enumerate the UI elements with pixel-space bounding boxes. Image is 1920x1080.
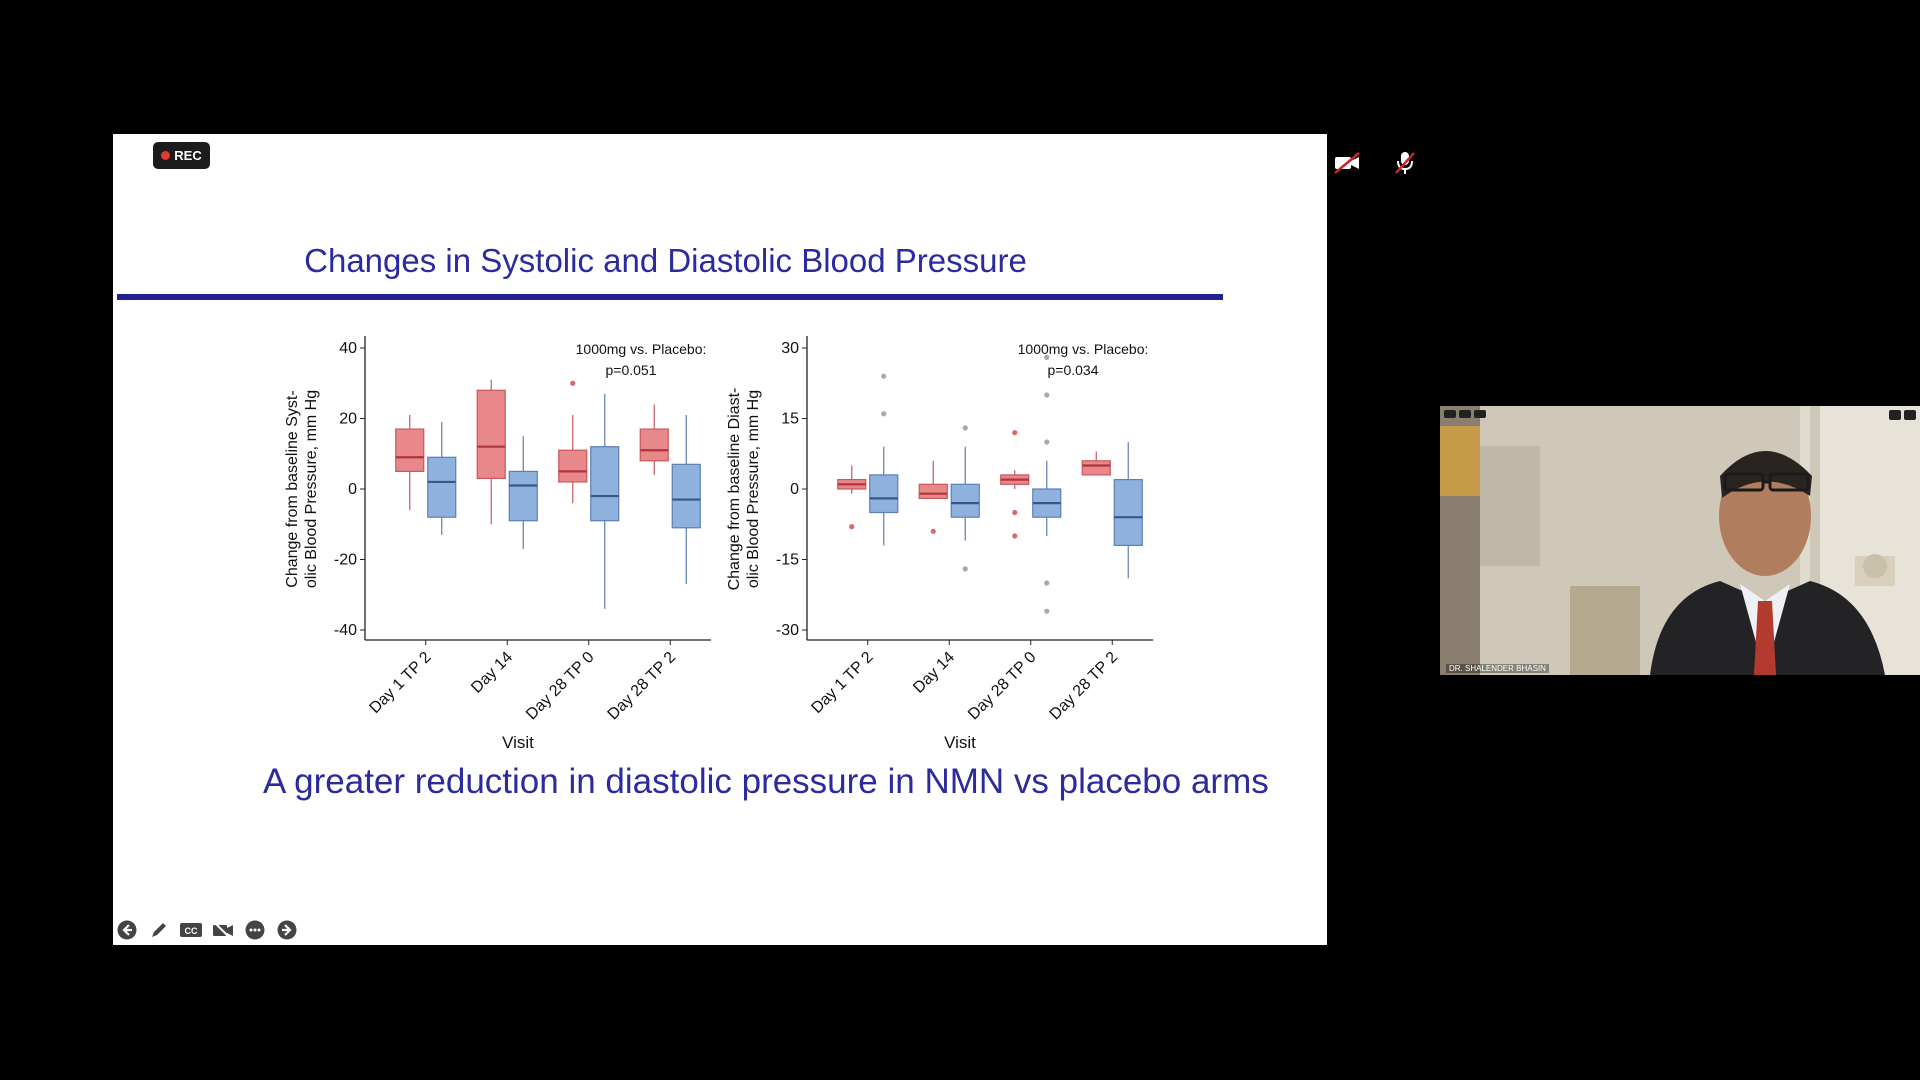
p-value-annotation: p=0.051 (606, 362, 657, 378)
x-tick-label: Day 28 TP 0 (965, 649, 1040, 724)
box-treatment (558, 449, 588, 483)
y-tick-label: -30 (776, 622, 799, 639)
presentation-slide: REC Changes in Systolic and Diastolic Bl… (113, 134, 1327, 945)
back-arrow-icon[interactable] (115, 918, 139, 942)
outlier-point (962, 566, 968, 572)
pen-icon[interactable] (147, 918, 171, 942)
box-placebo (508, 470, 538, 522)
p-value-annotation: p=0.034 (1048, 362, 1099, 378)
captions-icon[interactable]: CC (179, 918, 203, 942)
box-treatment (1081, 460, 1111, 476)
outlier-point (1044, 392, 1050, 398)
x-tick-label: Day 28 TP 2 (605, 649, 680, 724)
recording-label: REC (174, 148, 202, 163)
y-tick-label: -40 (334, 622, 357, 639)
y-axis-label: Change from baseline Diast- (726, 388, 743, 591)
x-axis-label: Visit (944, 733, 976, 752)
x-tick-label: Day 14 (468, 649, 516, 697)
slide-controls: CC (113, 918, 299, 942)
pin-icon[interactable] (1889, 410, 1901, 420)
slide-title: Changes in Systolic and Diastolic Blood … (304, 242, 1027, 279)
outlier-point (1044, 439, 1050, 445)
expand-icon[interactable] (1904, 410, 1916, 420)
participant-video[interactable]: DR. SHALENDER BHASIN (1440, 406, 1920, 675)
box-placebo (671, 463, 701, 529)
outlier-point (1012, 533, 1018, 539)
video-window-controls (1889, 410, 1916, 420)
participant-video-frame (1440, 406, 1920, 675)
box-treatment (476, 389, 506, 480)
video-off-icon[interactable] (1332, 148, 1362, 178)
more-icon[interactable] (243, 918, 267, 942)
x-axis-label: Visit (502, 733, 534, 752)
outlier-point (1012, 430, 1018, 436)
y-axis-label: Change from baseline Syst- (284, 390, 301, 587)
y-tick-label: 0 (348, 481, 357, 498)
outlier-point (962, 425, 968, 431)
x-tick-label: Day 28 TP 2 (1047, 649, 1122, 724)
y-tick-label: 40 (339, 340, 357, 357)
record-dot-icon (161, 151, 171, 160)
box-placebo (950, 483, 980, 518)
y-tick-label: -15 (776, 552, 799, 569)
svg-text:CC: CC (185, 926, 198, 936)
microphone-off-icon[interactable] (1390, 148, 1420, 178)
outlier-point (1044, 608, 1050, 614)
charts-area: -40 -20 0 20 40 Change from baseline Syst-oli… (284, 336, 1153, 752)
meeting-top-controls (1332, 148, 1420, 178)
y-axis-label: olic Blood Pressure, mm Hg (745, 390, 762, 588)
p-value-annotation: 1000mg vs. Placebo: (576, 341, 707, 357)
forward-arrow-icon[interactable] (275, 918, 299, 942)
outlier-point (881, 373, 887, 379)
outlier-point (849, 524, 855, 530)
p-value-annotation: 1000mg vs. Placebo: (1018, 341, 1149, 357)
y-tick-label: 20 (339, 411, 357, 428)
participant-name: DR. SHALENDER BHASIN (1446, 664, 1549, 673)
camera-off-icon[interactable] (211, 918, 235, 942)
video-status-icons (1444, 410, 1486, 418)
box-treatment (639, 428, 669, 462)
outlier-point (570, 380, 576, 386)
outlier-point (1044, 354, 1050, 360)
title-divider (117, 294, 1223, 300)
outlier-point (1044, 580, 1050, 586)
x-tick-label: Day 1 TP 2 (808, 649, 876, 717)
box-treatment (395, 428, 425, 472)
outlier-point (930, 528, 936, 534)
y-tick-label: 30 (781, 340, 799, 357)
y-tick-label: 15 (781, 411, 799, 428)
y-tick-label: -20 (334, 552, 357, 569)
camera-indicator-icon (1474, 410, 1486, 418)
y-tick-label: 0 (790, 481, 799, 498)
box-placebo (590, 446, 620, 522)
box-treatment (918, 483, 948, 499)
outlier-point (881, 411, 887, 417)
x-tick-label: Day 1 TP 2 (366, 649, 434, 717)
slide-conclusion: A greater reduction in diastolic pressur… (263, 762, 1269, 801)
x-tick-label: Day 14 (910, 649, 958, 697)
signal-icon (1444, 410, 1456, 418)
box-placebo (1113, 479, 1143, 547)
mic-indicator-icon (1459, 410, 1471, 418)
box-placebo (427, 456, 457, 518)
recording-badge: REC (153, 142, 210, 169)
y-axis-label: olic Blood Pressure, mm Hg (303, 390, 320, 588)
x-tick-label: Day 28 TP 0 (523, 649, 598, 724)
outlier-point (1012, 509, 1018, 516)
box-placebo (869, 474, 899, 514)
